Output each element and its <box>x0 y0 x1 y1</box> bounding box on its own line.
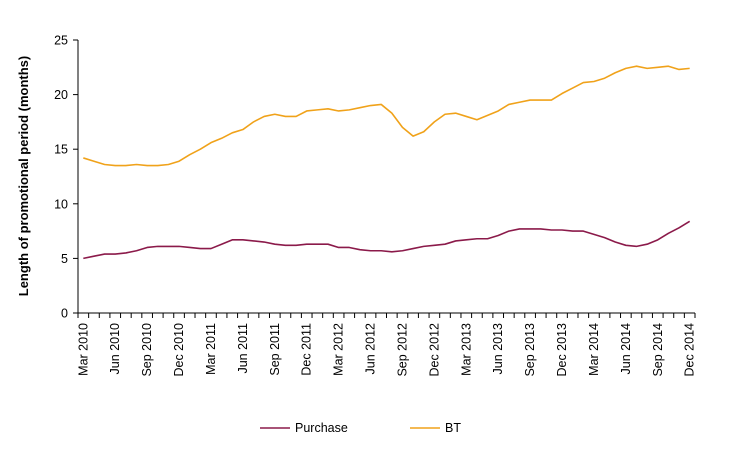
x-axis-ticks: Mar 2010 Jun 2010 Sep 2010 Dec 2010 Mar 2011… <box>76 313 697 377</box>
y-axis-ticks: 0 5 10 15 20 25 <box>54 34 78 321</box>
y-tick-label: 25 <box>54 34 68 48</box>
x-tick-label: Dec 2011 <box>300 323 314 376</box>
axes <box>77 40 695 314</box>
x-tick-label: Mar 2010 <box>76 323 90 376</box>
y-tick-label: 20 <box>54 88 68 102</box>
x-tick-label: Sep 2010 <box>140 323 154 377</box>
x-tick-label: Dec 2014 <box>683 323 697 377</box>
x-tick-label: Sep 2012 <box>395 323 409 377</box>
x-tick-label: Jun 2011 <box>236 323 250 374</box>
x-tick-label: Dec 2012 <box>427 323 441 377</box>
legend-label-bt: BT <box>445 421 461 435</box>
x-tick-label: Jun 2014 <box>619 323 633 374</box>
x-tick-label: Sep 2013 <box>523 323 537 377</box>
x-tick-label: Jun 2013 <box>491 323 505 374</box>
y-tick-label: 10 <box>54 197 68 211</box>
x-tick-label: Mar 2014 <box>587 323 601 376</box>
x-tick-label: Jun 2010 <box>108 323 122 374</box>
legend: Purchase BT <box>260 421 461 435</box>
x-tick-label: Sep 2014 <box>651 323 665 377</box>
x-tick-label: Sep 2011 <box>268 323 282 376</box>
series-line-bt <box>83 65 690 167</box>
y-tick-label: 15 <box>54 143 68 157</box>
x-tick-label: Mar 2012 <box>332 323 346 376</box>
x-tick-label: Dec 2010 <box>172 323 186 377</box>
x-tick-label: Mar 2011 <box>204 323 218 375</box>
series-lines <box>83 65 691 260</box>
y-tick-label: 5 <box>61 252 68 266</box>
x-tick-label: Mar 2013 <box>459 323 473 376</box>
series-line-purchase <box>83 220 691 260</box>
y-tick-label: 0 <box>61 307 68 321</box>
x-tick-label: Dec 2013 <box>555 323 569 377</box>
x-tick-label: Jun 2012 <box>364 323 378 374</box>
legend-label-purchase: Purchase <box>295 421 348 435</box>
y-axis-title: Length of promotional period (months) <box>16 56 31 296</box>
